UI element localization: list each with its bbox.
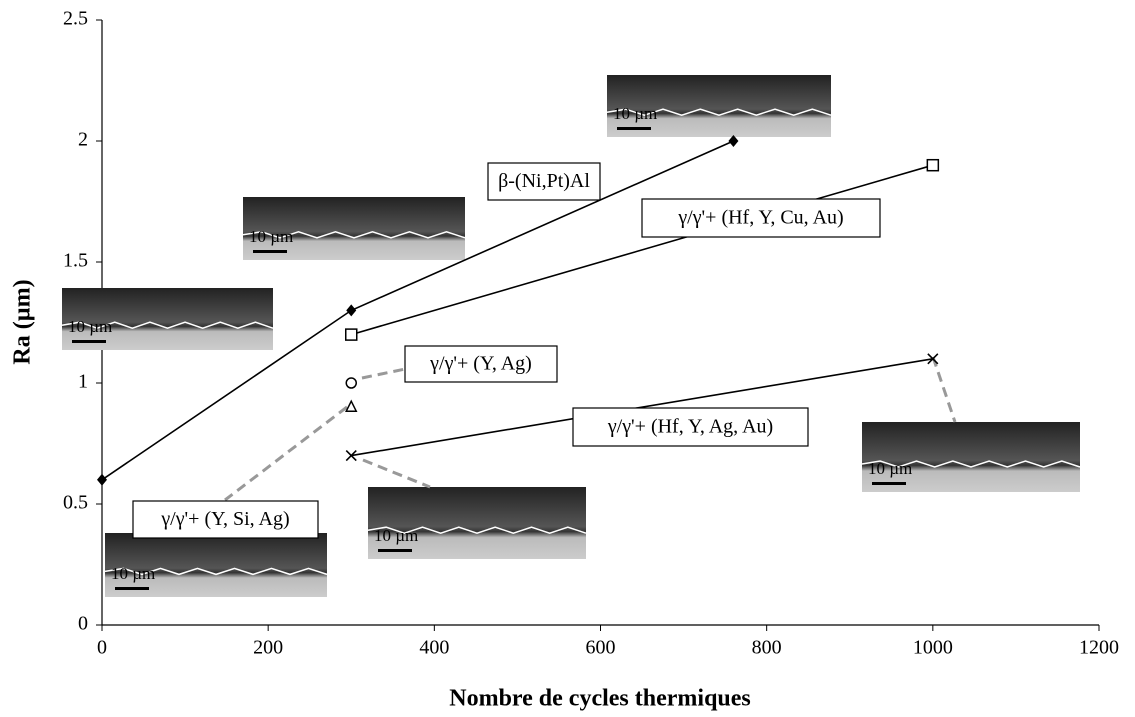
marker: [346, 304, 357, 317]
y-tick-label: 2.5: [63, 8, 88, 30]
scale-bar: [872, 482, 906, 485]
x-tick-label: 200: [253, 637, 283, 659]
leader-line: [361, 366, 411, 380]
y-axis-title: Ra (µm): [10, 279, 36, 364]
marker: [345, 399, 358, 412]
y-tick-label: 1: [78, 371, 88, 393]
interface-line: [104, 567, 328, 576]
series-label: β-(Ni,Pt)Al: [498, 170, 590, 192]
series-label: γ/γ'+ (Hf, Y, Cu, Au): [677, 207, 843, 229]
label-box: [487, 162, 601, 201]
x-tick-label: 800: [752, 637, 782, 659]
marker: [345, 328, 358, 341]
x-tick-label: 600: [586, 637, 616, 659]
x-tick-label: 1200: [1079, 637, 1119, 659]
scale-label: 10 µm: [249, 227, 293, 246]
series-label: γ/γ'+ (Y, Si, Ag): [160, 508, 289, 530]
label-box: [132, 500, 319, 539]
y-tick-label: 1.5: [63, 250, 88, 272]
marker: [926, 158, 940, 172]
marker: [345, 377, 357, 389]
interface-line: [242, 231, 466, 239]
series-label: γ/γ'+ (Hf, Y, Ag, Au): [607, 416, 773, 438]
micrograph: [62, 288, 273, 350]
interface-line: [606, 108, 832, 116]
micrograph: [368, 487, 586, 559]
series-line: [351, 164, 934, 336]
marker: [728, 135, 739, 147]
scale-label: 10 µm: [613, 104, 657, 123]
y-tick-label: 2: [78, 129, 88, 151]
series-label: γ/γ'+ (Y, Ag): [429, 353, 532, 375]
scale-label: 10 µm: [68, 317, 112, 336]
scale-bar: [72, 340, 106, 343]
interface-line: [61, 321, 274, 329]
interface-line: [861, 460, 1081, 468]
micrograph: [862, 422, 1080, 492]
micrograph: [607, 75, 831, 137]
label-box: [572, 407, 809, 447]
scale-bar: [115, 587, 149, 590]
marker: [345, 450, 357, 462]
interface-line: [367, 526, 587, 534]
leader-line: [362, 458, 431, 489]
scale-label: 10 µm: [374, 526, 418, 545]
micrograph: [105, 533, 327, 597]
leader-line: [931, 356, 957, 423]
x-tick-label: 400: [419, 637, 449, 659]
marker: [927, 353, 939, 365]
label-box: [641, 198, 881, 238]
marker: [97, 473, 107, 486]
x-tick-label: 1000: [913, 637, 953, 659]
scale-bar: [253, 250, 287, 253]
x-tick-label: 0: [97, 637, 107, 659]
scale-bar: [378, 549, 412, 552]
micrograph: [243, 197, 465, 260]
y-tick-label: 0.5: [63, 492, 88, 514]
scale-bar: [617, 127, 651, 130]
scale-label: 10 µm: [111, 564, 155, 583]
y-tick-label: 0: [78, 613, 88, 635]
series-line: [351, 358, 933, 457]
x-axis-title: Nombre de cycles thermiques: [449, 686, 751, 712]
leader-line: [224, 405, 348, 502]
label-box: [404, 345, 558, 383]
scale-label: 10 µm: [868, 459, 912, 478]
